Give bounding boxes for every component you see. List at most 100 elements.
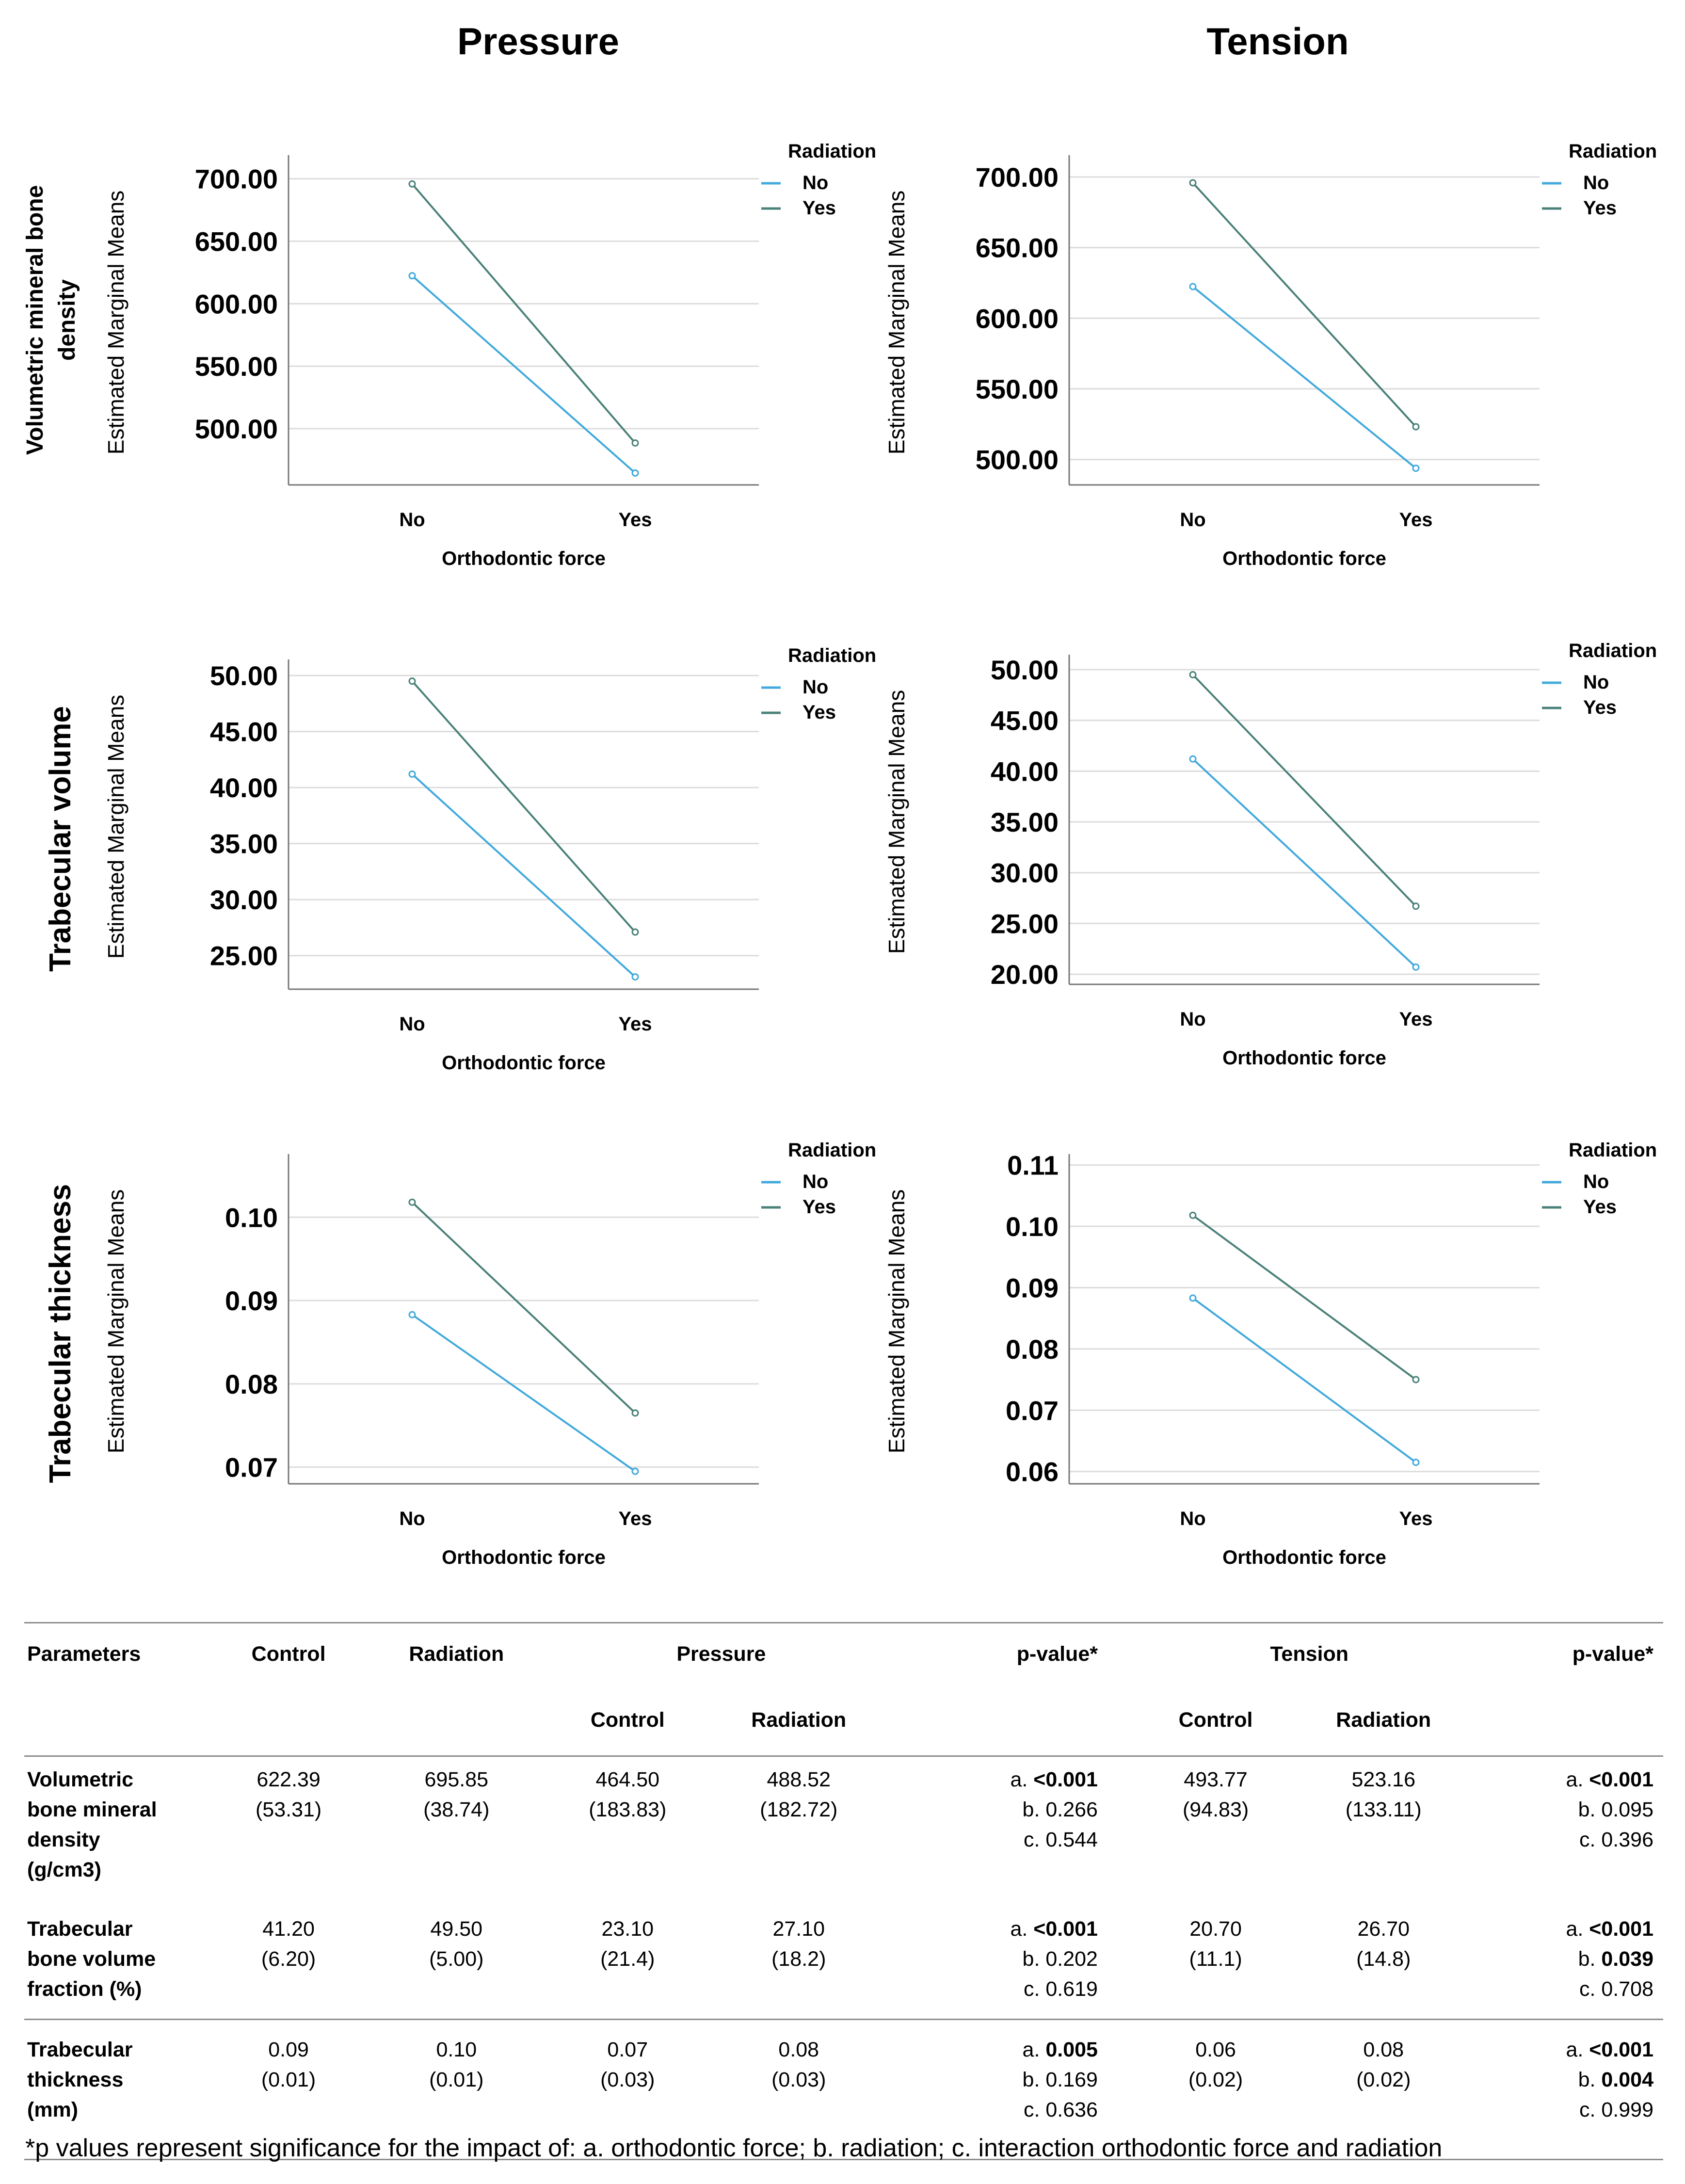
y-tick-label: 50.00 [991, 655, 1059, 685]
results-table-wrap: Parameters Control Radiation Pressure p-… [24, 1622, 1663, 2160]
subheader-pressure-control: Control [550, 1685, 706, 1757]
cell-pressure-radiation: 27.10 (18.2) [705, 1899, 892, 2020]
y-tick-label: 550.00 [195, 351, 278, 382]
y-tick-label: 45.00 [210, 717, 278, 747]
pvalue-prefix: b. [1022, 2068, 1046, 2091]
cell-pressure-pvalue: a. 0.005 b. 0.169 c. 0.636 [892, 2019, 1141, 2139]
tension-pvalue-line: a. <0.001 [1480, 1765, 1653, 1795]
parameter-line: fraction (%) [27, 1977, 142, 2001]
radiation-line: (38.74) [423, 1798, 490, 1821]
pressure-control-line: (183.83) [589, 1798, 667, 1821]
x-axis-title: Orthodontic force [1222, 1547, 1386, 1568]
legend-label-yes: Yes [1583, 197, 1617, 219]
legend-title: Radiation [788, 645, 876, 666]
cell-pressure-pvalue: a. <0.001 b. 0.266 c. 0.544 [892, 1756, 1141, 1900]
parameter-line: (g/cm3) [27, 1858, 101, 1881]
radiation-line: 0.10 [436, 2038, 477, 2061]
cell-tension-control: 0.06 (0.02) [1141, 2019, 1290, 2139]
chart-pressure-vmbd: 500.00 550.00 600.00 650.00 700.00 No Yes Ortho… [103, 141, 876, 569]
y-tick-label: 0.09 [1006, 1272, 1059, 1303]
tension-column-title: Tension [1206, 20, 1349, 63]
pvalue-prefix: b. [1578, 1798, 1602, 1821]
data-point-no-no [408, 272, 416, 280]
pressure-pvalue-line: b. 0.169 [895, 2065, 1098, 2095]
pvalue-prefix: a. [1010, 1768, 1034, 1791]
parameter-line: Volumetric [27, 1768, 134, 1791]
legend-title: Radiation [1569, 141, 1657, 162]
table-row: Volumetric bone mineral density (g/cm3) 622.… [24, 1756, 1663, 1900]
x-tick-label: Yes [619, 1013, 652, 1035]
pvalue-value: 0.636 [1045, 2098, 1098, 2121]
x-tick-label: Yes [619, 1508, 652, 1529]
legend-label-no: No [1583, 172, 1609, 193]
series-line-yes [411, 183, 636, 444]
subheader-tension-radiation: Radiation [1290, 1685, 1477, 1757]
data-point-yes-no [1189, 179, 1197, 187]
y-tick-label: 0.11 [1007, 1150, 1059, 1181]
x-tick-label: No [1180, 1009, 1205, 1030]
pvalue-prefix: c. [1023, 1828, 1046, 1851]
subheader-empty-2 [214, 1685, 363, 1757]
y-tick-label: 30.00 [991, 858, 1059, 888]
data-point-no-yes [1412, 1459, 1420, 1466]
cell-pressure-control: 464.50 (183.83) [550, 1756, 705, 1900]
parameter-line: Trabecular [27, 2038, 133, 2061]
tension-pvalue-line: b. 0.095 [1480, 1795, 1653, 1825]
cell-radiation: 695.85 (38.74) [363, 1756, 550, 1900]
pvalue-prefix: a. [1566, 1768, 1589, 1791]
subheader-empty-4 [892, 1685, 1141, 1757]
cell-control: 41.20 (6.20) [214, 1899, 363, 2020]
x-axis-title: Orthodontic force [442, 548, 606, 569]
pvalue-value: 0.202 [1045, 1947, 1098, 1971]
data-point-no-yes [1412, 963, 1420, 971]
pvalue-value: <0.001 [1033, 1917, 1098, 1941]
series-line-no [411, 773, 636, 978]
x-tick-label: No [1180, 509, 1205, 530]
tension-pvalue-line: a. <0.001 [1480, 1914, 1653, 1944]
pvalue-prefix: c. [1579, 1828, 1602, 1851]
x-tick-label: Yes [1399, 509, 1433, 530]
row-title-tt: Trabecular thickness [44, 1184, 77, 1483]
pressure-control-line: 0.07 [607, 2038, 648, 2061]
data-point-yes-no [1189, 671, 1197, 678]
pvalue-prefix: c. [1579, 1977, 1602, 2001]
x-tick-label: No [399, 1013, 425, 1035]
tension-pvalue-line: b. 0.004 [1480, 2065, 1653, 2095]
y-tick-label: 35.00 [991, 807, 1059, 837]
legend-label-no: No [1583, 672, 1609, 693]
y-tick-label: 500.00 [195, 414, 278, 444]
data-point-yes-yes [631, 439, 639, 447]
subheader-tension-control: Control [1141, 1685, 1290, 1757]
header-pressure: Pressure [550, 1622, 893, 1685]
control-line: (53.31) [255, 1798, 322, 1821]
pvalue-value: 0.004 [1601, 2068, 1653, 2091]
pvalue-value: 0.619 [1045, 1977, 1098, 2001]
legend-label-no: No [802, 172, 828, 193]
data-point-yes-no [408, 1198, 416, 1206]
pvalue-value: 0.005 [1045, 2038, 1098, 2061]
cell-control: 622.39 (53.31) [214, 1756, 363, 1900]
x-tick-label: No [1180, 1508, 1205, 1529]
tension-control-line: 0.06 [1195, 2038, 1236, 2061]
y-tick-label: 0.08 [1006, 1334, 1059, 1365]
pressure-pvalue-line: b. 0.202 [895, 1944, 1098, 1974]
data-point-yes-yes [1412, 902, 1420, 910]
data-point-no-yes [631, 973, 639, 981]
pvalue-prefix: b. [1022, 1947, 1046, 1971]
series-line-yes [411, 1201, 636, 1414]
pvalue-prefix: a. [1010, 1917, 1034, 1941]
parameter-line: bone mineral [27, 1798, 157, 1821]
x-tick-label: Yes [619, 509, 652, 530]
x-tick-label: No [399, 509, 425, 530]
data-point-yes-yes [1412, 1376, 1420, 1383]
y-axis-title: Estimated Marginal Means [884, 191, 909, 455]
pressure-pvalue-line: b. 0.266 [895, 1795, 1098, 1825]
results-table: Parameters Control Radiation Pressure p-… [24, 1622, 1663, 2139]
table-subheader-row: Control Radiation Control Radiation [24, 1685, 1663, 1757]
cell-pressure-control: 0.07 (0.03) [550, 2019, 706, 2139]
tension-pvalue-line: a. <0.001 [1480, 2035, 1653, 2065]
pvalue-value: 0.544 [1045, 1828, 1098, 1851]
cell-pressure-radiation: 0.08 (0.03) [705, 2019, 893, 2139]
y-tick-label: 40.00 [991, 756, 1059, 787]
tension-pvalue-line: c. 0.999 [1480, 2095, 1653, 2125]
